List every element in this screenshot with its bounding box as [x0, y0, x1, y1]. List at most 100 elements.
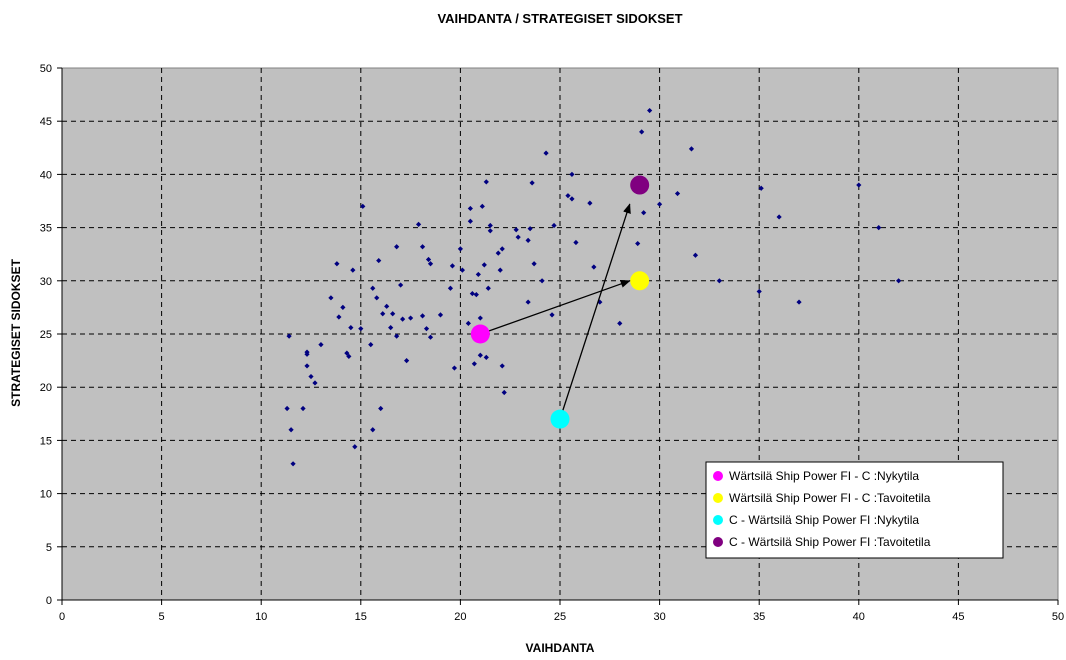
y-tick-label: 45: [40, 116, 52, 128]
data-point: [459, 267, 465, 273]
data-point: [419, 244, 426, 250]
data-point: [449, 263, 456, 269]
data-point: [573, 239, 579, 246]
data-point: [495, 250, 501, 256]
data-point: [350, 267, 356, 273]
data-point: [427, 261, 434, 267]
data-point: [471, 361, 477, 367]
legend-box: [705, 461, 1004, 559]
arrow-line: [559, 203, 631, 420]
data-point: [539, 278, 545, 284]
data-point: [481, 262, 487, 268]
data-point: [380, 311, 386, 317]
data-point: [344, 350, 350, 356]
highlight-point: [630, 175, 650, 195]
y-tick-label: 5: [46, 542, 52, 554]
data-point: [487, 222, 493, 229]
data-point: [525, 237, 531, 243]
data-point: [483, 179, 489, 185]
data-point: [423, 326, 430, 332]
data-point: [515, 234, 521, 240]
x-tick-label: 0: [59, 611, 65, 623]
data-point: [370, 285, 376, 291]
data-point: [635, 240, 641, 247]
data-point: [408, 315, 414, 321]
data-point: [360, 203, 366, 209]
highlight-point: [470, 324, 490, 344]
legend-label: C - Wärtsilä Ship Power FI :Nykytila: [729, 513, 919, 527]
data-point: [688, 146, 695, 152]
data-point: [290, 461, 296, 467]
data-point: [368, 342, 374, 348]
data-point: [284, 405, 290, 412]
highlight-point: [550, 409, 570, 429]
x-tick-label: 10: [255, 611, 267, 623]
data-point: [437, 312, 444, 318]
data-point: [427, 334, 434, 340]
data-point: [647, 107, 653, 114]
data-point: [597, 299, 603, 305]
y-tick-label: 25: [40, 329, 52, 341]
legend-marker: [713, 493, 723, 503]
data-point: [404, 358, 410, 364]
x-tick-label: 30: [653, 611, 665, 623]
x-tick-label: 50: [1052, 611, 1064, 623]
data-point: [641, 210, 647, 216]
x-tick-label: 5: [159, 611, 165, 623]
data-point: [457, 246, 463, 252]
data-point: [551, 222, 557, 229]
data-point: [549, 312, 555, 318]
data-point: [304, 351, 310, 357]
data-point: [896, 278, 902, 284]
legend-marker: [713, 537, 723, 547]
x-tick-label: 20: [454, 611, 466, 623]
data-point: [876, 225, 882, 231]
data-point: [308, 373, 314, 380]
data-point: [758, 185, 764, 191]
data-point: [378, 405, 384, 412]
legend-marker: [713, 471, 723, 481]
data-point: [479, 203, 485, 209]
data-point: [674, 190, 681, 197]
data-point: [692, 252, 699, 258]
data-point: [477, 315, 483, 321]
data-point: [288, 427, 294, 433]
x-axis-title: VAIHDANTA: [526, 641, 595, 655]
data-point: [419, 313, 426, 319]
data-point: [346, 353, 352, 359]
y-tick-label: 30: [40, 276, 52, 288]
data-point: [394, 244, 400, 250]
data-point: [527, 226, 533, 232]
data-point: [473, 292, 479, 298]
data-point: [543, 150, 549, 156]
data-point: [425, 256, 432, 263]
data-point: [467, 218, 473, 224]
x-tick-label: 40: [853, 611, 865, 623]
y-tick-label: 50: [40, 63, 52, 75]
data-point: [447, 285, 454, 291]
data-point: [390, 311, 396, 317]
data-point: [657, 201, 663, 207]
data-point: [312, 380, 318, 386]
y-tick-label: 20: [40, 382, 52, 394]
data-point: [400, 316, 406, 322]
legend-label: C - Wärtsilä Ship Power FI :Tavoitetila: [729, 535, 931, 549]
data-point: [565, 193, 571, 199]
y-tick-label: 35: [40, 223, 52, 235]
data-point: [639, 129, 645, 135]
y-tick-label: 15: [40, 435, 52, 447]
data-point: [529, 180, 535, 186]
data-point: [467, 205, 473, 212]
data-point: [617, 320, 623, 326]
data-point: [304, 363, 310, 369]
data-point: [334, 261, 340, 267]
data-point: [318, 342, 324, 348]
data-point: [531, 261, 537, 267]
data-point: [352, 444, 358, 450]
x-tick-label: 45: [952, 611, 964, 623]
data-point: [415, 221, 422, 228]
data-point: [336, 314, 342, 320]
data-point: [485, 285, 491, 291]
